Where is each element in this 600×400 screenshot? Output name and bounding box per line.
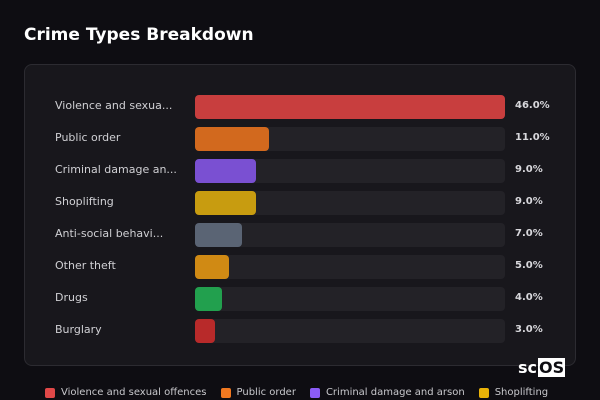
bar (195, 95, 505, 119)
legend-swatch (45, 387, 55, 398)
value-label: 7.0% (515, 228, 543, 239)
bar-row: Criminal damage an... 9.0% (25, 159, 577, 183)
legend-item[interactable]: Violence and sexual offences (45, 387, 207, 398)
legend-swatch (309, 387, 320, 398)
category-label: Shoplifting (55, 195, 114, 208)
legend-swatch (220, 387, 231, 398)
bar-row: Violence and sexua... 46.0% (25, 95, 577, 119)
value-label: 46.0% (515, 100, 550, 111)
bar-track (195, 159, 505, 183)
bar-row: Burglary 3.0% (25, 319, 577, 343)
logo-text: sc (518, 358, 538, 377)
legend-swatch (478, 387, 489, 398)
legend-label: Shoplifting (494, 387, 549, 398)
bar-row: Other theft 5.0% (25, 255, 577, 279)
value-label: 9.0% (515, 196, 543, 207)
bar-track (195, 95, 505, 119)
bar (195, 159, 256, 183)
legend-label: Public order (236, 387, 296, 398)
value-label: 11.0% (515, 132, 550, 143)
category-label: Burglary (55, 323, 102, 336)
bar (195, 255, 229, 279)
category-label: Criminal damage an... (55, 163, 177, 176)
bar (195, 223, 243, 247)
bar (195, 127, 270, 151)
category-label: Anti-social behavi... (55, 227, 164, 240)
bar-track (195, 191, 505, 215)
legend-label: Violence and sexual offences (61, 387, 207, 398)
value-label: 9.0% (515, 164, 543, 175)
legend-item[interactable]: Shoplifting (478, 387, 549, 398)
category-label: Drugs (55, 291, 88, 304)
bar (195, 319, 216, 343)
chart-title: Crime Types Breakdown (24, 25, 254, 45)
bar-row: Anti-social behavi... 7.0% (25, 223, 577, 247)
bar (195, 191, 256, 215)
value-label: 4.0% (515, 292, 543, 303)
legend-label: Criminal damage and arson (325, 387, 465, 398)
category-label: Violence and sexua... (55, 99, 173, 112)
legend: Violence and sexual offences Public order… (45, 387, 548, 398)
legend-item[interactable]: Public order (220, 387, 296, 398)
logo-text-box: OS (538, 358, 566, 377)
bar-track (195, 319, 505, 343)
legend-item[interactable]: Criminal damage and arson (309, 387, 465, 398)
value-label: 5.0% (515, 260, 543, 271)
bar-row: Drugs 4.0% (25, 287, 577, 311)
bar-track (195, 223, 505, 247)
bar-track (195, 255, 505, 279)
bar (195, 287, 222, 311)
bar-track (195, 287, 505, 311)
category-label: Other theft (55, 259, 116, 272)
bar-track (195, 127, 505, 151)
category-label: Public order (55, 131, 121, 144)
bar-row: Shoplifting 9.0% (25, 191, 577, 215)
chart-card: Violence and sexua... 46.0% Public order … (24, 64, 576, 366)
value-label: 3.0% (515, 324, 543, 335)
logo: sc OS (517, 358, 566, 377)
bar-row: Public order 11.0% (25, 127, 577, 151)
